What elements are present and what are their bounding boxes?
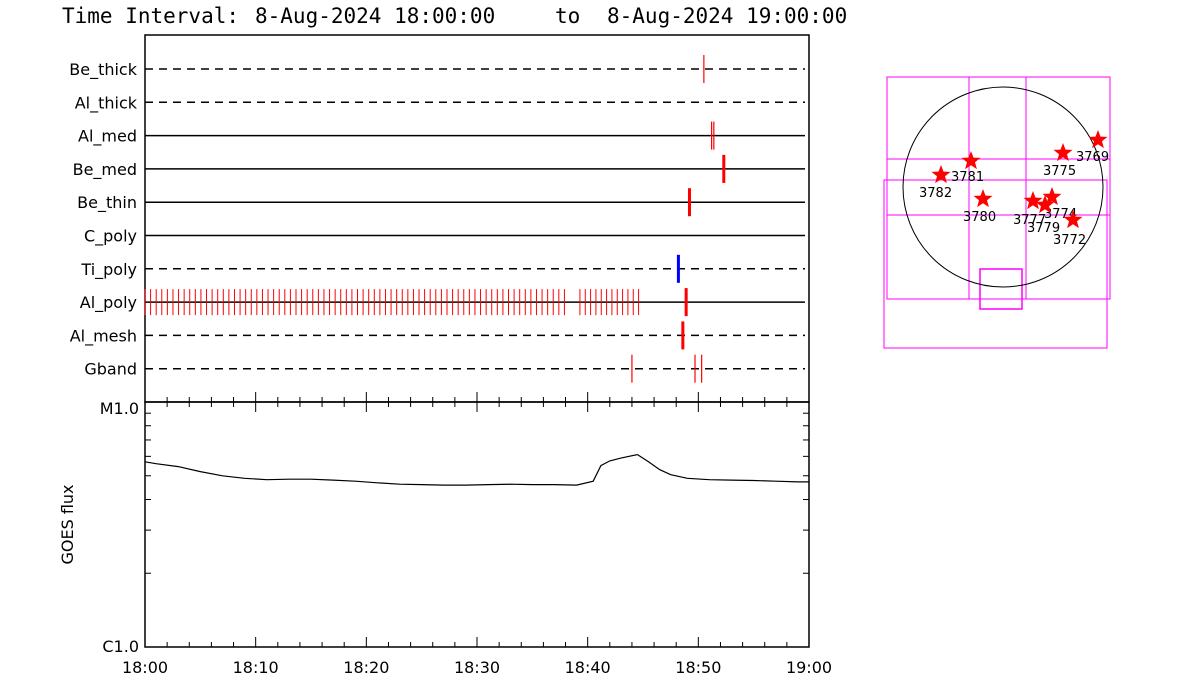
title-to: to xyxy=(555,4,580,28)
x-tick-label: 18:40 xyxy=(565,658,611,677)
row-label-Gband: Gband xyxy=(84,360,137,379)
row-label-Ti_poly: Ti_poly xyxy=(80,260,137,280)
row-label-C_poly: C_poly xyxy=(84,227,137,247)
timeline-frame xyxy=(144,34,810,403)
active-region-label: 3775 xyxy=(1043,164,1076,179)
y-axis-label: GOES flux xyxy=(58,484,77,564)
row-label-Al_mesh: Al_mesh xyxy=(70,326,137,346)
y-tick-label-top: M1.0 xyxy=(100,399,139,418)
active-region-star xyxy=(1023,191,1043,210)
row-label-Be_thin: Be_thin xyxy=(77,193,137,213)
x-tick-label: 18:50 xyxy=(675,658,721,677)
active-region-star xyxy=(1042,187,1062,206)
active-region-label: 3782 xyxy=(919,186,952,201)
active-region-star xyxy=(931,165,951,184)
row-label-Al_thick: Al_thick xyxy=(75,93,138,113)
active-region-star xyxy=(1088,130,1108,149)
x-tick-label: 18:00 xyxy=(122,658,168,677)
title-start: 8-Aug-2024 18:00:00 xyxy=(255,4,495,28)
fov-box xyxy=(886,76,1111,300)
active-region-star xyxy=(1053,143,1073,162)
goes-flux-panel: 18:00 18:10 18:20 18:30 18:40 18:50 19:00 M1.0 C… xyxy=(58,399,832,677)
filter-timeline-panel: Be_thick Al_thick Al_med Be_med Be_thin C_pol… xyxy=(69,34,810,403)
row-label-Al_med: Al_med xyxy=(78,127,137,147)
x-tick-label: 18:10 xyxy=(233,658,279,677)
active-region-label: 3769 xyxy=(1076,150,1109,165)
title-prefix: Time Interval: xyxy=(62,4,239,28)
goes-flux-line xyxy=(144,453,809,486)
fov-box xyxy=(979,268,1023,310)
goes-frame xyxy=(144,401,810,648)
x-tick-label: 18:20 xyxy=(343,658,389,677)
fov-box xyxy=(883,179,1108,349)
active-region-label: 3779 xyxy=(1027,221,1060,236)
active-region-label: 3780 xyxy=(963,210,996,225)
active-region-star xyxy=(961,151,981,170)
active-region-label: 3781 xyxy=(951,170,984,185)
row-label-Be_med: Be_med xyxy=(73,160,137,180)
active-region-label: 3777 xyxy=(1013,213,1046,228)
row-label-Al_poly: Al_poly xyxy=(80,293,137,313)
active-region-star xyxy=(973,189,993,208)
active-region-label: 3772 xyxy=(1053,233,1086,248)
active-region-star xyxy=(1035,195,1055,214)
y-tick-label-bottom: C1.0 xyxy=(102,637,139,656)
x-tick-label: 18:30 xyxy=(454,658,500,677)
title-end: 8-Aug-2024 19:00:00 xyxy=(607,4,847,28)
row-label-Be_thick: Be_thick xyxy=(69,60,137,80)
x-tick-label: 19:00 xyxy=(786,658,832,677)
active-region-star xyxy=(1063,210,1083,229)
solar-limb xyxy=(902,86,1104,288)
